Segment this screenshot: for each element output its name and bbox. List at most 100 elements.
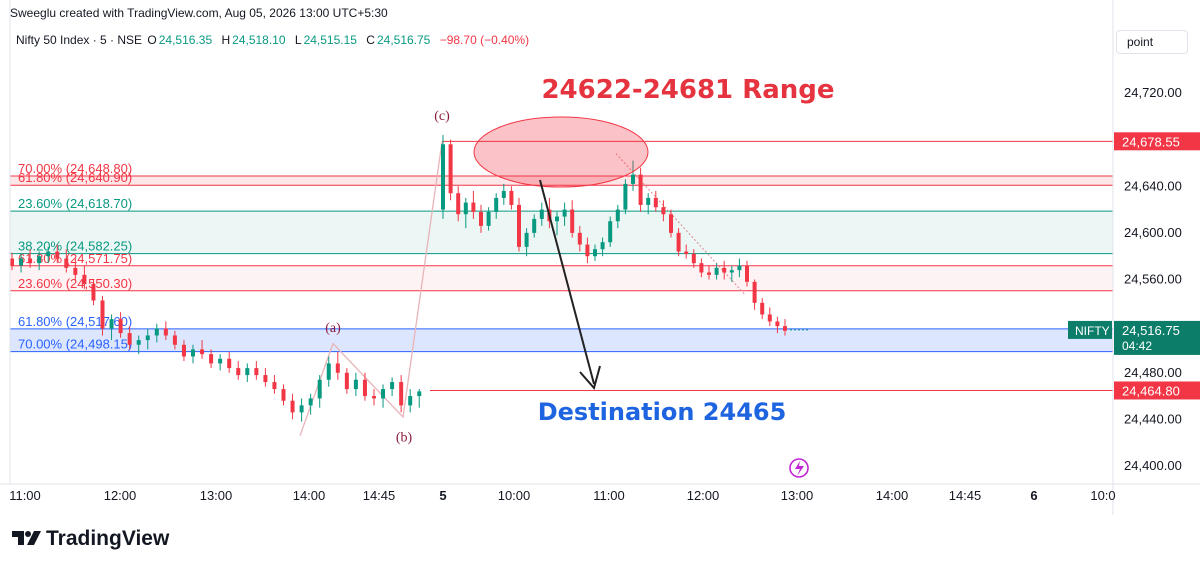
fib-level-label: 23.60% (24,618.70)	[18, 196, 132, 211]
candle-body	[463, 202, 468, 215]
candle-body	[372, 396, 376, 399]
fib-band-green	[10, 211, 1113, 254]
wave-lines	[299, 141, 746, 436]
candle-body	[676, 232, 681, 252]
price-chart[interactable]: 70.00% (24,648.80)61.80% (24,640.90) 23.6…	[0, 0, 1200, 515]
candle-body	[714, 267, 719, 275]
symbol-name[interactable]: Nifty 50 Index · 5 · NSE	[16, 33, 143, 47]
candle-body	[615, 209, 620, 222]
candle-body	[408, 396, 413, 406]
close-value: 24,516.75	[376, 33, 431, 47]
candle-body	[623, 183, 628, 210]
time-tick-label: 10:0	[1090, 488, 1115, 503]
candle-body	[600, 242, 605, 250]
candle-body	[381, 389, 386, 399]
price-level-tag	[1114, 381, 1200, 400]
tradingview-logo-icon	[12, 531, 41, 545]
high-value: 24,518.10	[232, 33, 286, 47]
candle-body	[281, 389, 286, 401]
fib-band-lower-red	[10, 265, 1113, 291]
candle-body	[390, 382, 395, 390]
symbol-tag	[1068, 320, 1112, 339]
candle-body	[486, 211, 491, 226]
candle-body	[362, 379, 367, 397]
candle-body	[163, 328, 168, 336]
candle-body	[272, 382, 277, 390]
candle-body	[608, 221, 613, 243]
open-value: 24,516.35	[158, 33, 213, 47]
candle-body	[181, 344, 186, 357]
price-tick-label: 24,720.00	[1124, 85, 1182, 100]
fib-level-label: 70.00% (24,648.80)	[18, 161, 132, 176]
candle-body	[631, 174, 635, 184]
last-price-tag-label: 24,516.75	[1122, 323, 1180, 338]
open-label: O	[147, 33, 157, 47]
destination-arrow-head	[579, 365, 601, 391]
candle-body	[317, 379, 322, 399]
price-level-tag	[1114, 132, 1200, 151]
scale-mode-button[interactable]: point	[1116, 30, 1188, 54]
fib-band-blue	[10, 328, 1113, 352]
candle-body	[299, 405, 304, 413]
candle-body	[28, 258, 33, 264]
time-tick-label: 6	[1030, 488, 1037, 503]
candle-body	[417, 391, 422, 397]
candle-body	[577, 232, 582, 245]
time-tick-label: 11:00	[593, 488, 625, 503]
candle-body	[46, 251, 51, 257]
candle-body	[669, 214, 673, 233]
price-tick-label: 24,600.00	[1124, 225, 1182, 240]
price-tick-label: 24,440.00	[1124, 411, 1182, 426]
candle-body	[209, 354, 214, 364]
candle-body	[82, 274, 87, 285]
candle-body	[191, 349, 195, 357]
candle-body	[737, 265, 742, 271]
candle-body	[638, 174, 643, 205]
symbol-tag-label: NIFTY	[1075, 324, 1110, 338]
candle-body	[562, 209, 567, 217]
candle-body	[745, 265, 749, 282]
wave-label: (a)	[325, 321, 341, 336]
candle-body	[509, 190, 514, 205]
candle-body	[524, 232, 529, 247]
candle-body	[767, 314, 772, 322]
candle-body	[136, 340, 141, 345]
candle-body	[456, 193, 461, 215]
candle-body	[73, 267, 78, 275]
symbol-legend: Nifty 50 Index · 5 · NSE O 24,516.35 H 24,…	[16, 33, 531, 47]
candle-body	[448, 144, 453, 194]
time-tick-label: 12:00	[104, 488, 137, 503]
candle-body	[37, 256, 42, 264]
low-value: 24,515.15	[303, 33, 357, 47]
candle-body	[691, 253, 696, 264]
lightning-glyph-icon	[795, 461, 804, 476]
candle-body	[722, 267, 727, 273]
time-axis: 11:00 12:00 13:00 14:00 14:45 5 10:00 11:00 12:0…	[0, 483, 1200, 503]
candle-body	[10, 258, 14, 266]
candle-body	[729, 270, 734, 273]
close-label: C	[366, 33, 375, 47]
candle-body	[118, 319, 123, 334]
candle-body	[539, 209, 544, 219]
fib-level-label: 23.60% (24,550.30)	[18, 276, 132, 291]
candle-body	[699, 263, 704, 273]
candle-body	[653, 197, 658, 208]
candle-body	[326, 363, 331, 380]
elliott-wave-line	[299, 141, 443, 436]
tradingview-brand[interactable]: TradingView	[46, 527, 170, 550]
time-tick-label: 10:00	[498, 488, 531, 503]
candle-body	[154, 328, 159, 336]
time-tick-label: 13:00	[781, 488, 814, 503]
price-axis: 24,720.00 24,640.00 24,600.00 24,560.00 24,4…	[9, 0, 1200, 515]
wave-label: (b)	[396, 431, 413, 446]
time-tick-label: 11:00	[9, 488, 41, 503]
candle-body	[236, 368, 241, 376]
annotations: (a) (b) (c) 24622-24681 Range Destination 24…	[325, 75, 835, 478]
low-label: L	[294, 33, 302, 47]
candle-body	[517, 204, 521, 247]
candle-body	[471, 202, 476, 212]
candle-body	[308, 398, 313, 406]
high-label: H	[221, 33, 231, 47]
candle-body	[684, 251, 689, 254]
change-value: −98.70 (−0.40%)	[439, 33, 530, 47]
